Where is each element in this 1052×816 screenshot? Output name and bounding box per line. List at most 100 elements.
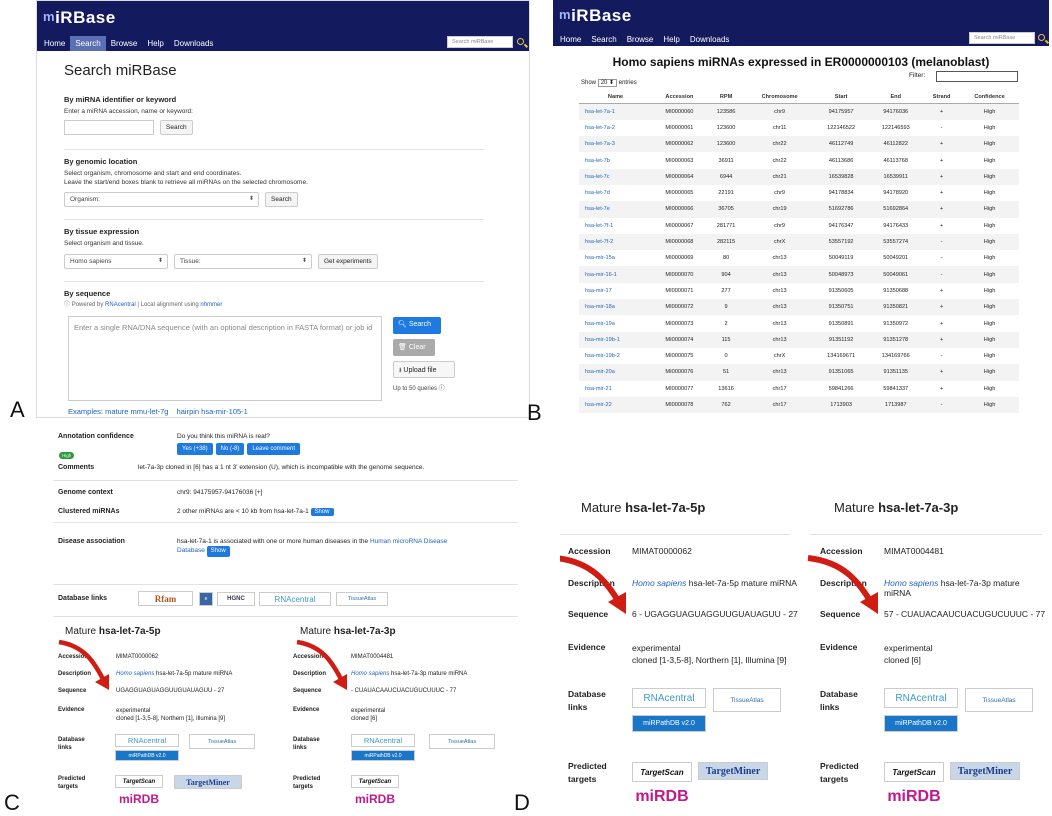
column-header[interactable]: Chromosome bbox=[745, 91, 814, 104]
nav-help[interactable]: Help bbox=[147, 39, 164, 48]
rnacentral-logo[interactable]: RNAcentral bbox=[115, 734, 179, 747]
targetscan-logo[interactable]: TargetScan bbox=[884, 762, 944, 782]
targetminer-logo[interactable]: TargetMiner bbox=[698, 762, 768, 780]
ensembl-icon[interactable]: e bbox=[199, 592, 213, 606]
mirpathdb-logo[interactable]: miRPathDB v2.0 bbox=[115, 750, 179, 761]
nav-downloads[interactable]: Downloads bbox=[173, 39, 214, 48]
mirna-name-link[interactable]: hsa-let-7f-1 bbox=[585, 222, 614, 229]
column-header[interactable]: RPM bbox=[706, 91, 746, 104]
example-link-2[interactable]: hairpin hsa-mir-105-1 bbox=[176, 407, 248, 416]
targetminer-logo[interactable]: TargetMiner bbox=[950, 762, 1020, 780]
column-header[interactable]: Strand bbox=[923, 91, 961, 104]
accession-link[interactable]: MIMAT0000062 bbox=[632, 546, 692, 556]
targetminer-logo[interactable]: TargetMiner bbox=[174, 775, 242, 789]
upload-file-button[interactable]: ⭳ Upload file bbox=[393, 361, 455, 378]
mirna-name-link[interactable]: hsa-let-7c bbox=[579, 168, 653, 185]
tissueatlas-logo[interactable]: TissueAtlas bbox=[189, 734, 255, 749]
mirna-name-link[interactable]: hsa-mir-20a bbox=[579, 364, 653, 381]
column-header[interactable]: Start bbox=[813, 91, 869, 104]
column-header[interactable]: Name bbox=[579, 91, 653, 104]
mirna-name-link[interactable]: hsa-mir-19b-1 bbox=[579, 331, 653, 348]
tissueatlas-logo[interactable]: TissueAtlas bbox=[713, 688, 781, 712]
filter-input[interactable] bbox=[936, 71, 1018, 82]
mirpathdb-logo[interactable]: miRPathDB v2.0 bbox=[632, 715, 706, 732]
column-header[interactable]: Accession bbox=[652, 91, 707, 104]
mirna-name-link[interactable]: hsa-let-7a-2 bbox=[585, 124, 615, 131]
genomic-search-button[interactable]: Search bbox=[265, 192, 298, 207]
tissueatlas-logo[interactable]: TissueAtlas bbox=[965, 688, 1033, 712]
targetscan-logo[interactable]: TargetScan bbox=[351, 775, 399, 788]
mirna-name-link[interactable]: hsa-let-7f-2 bbox=[579, 233, 653, 251]
mirbase-logo[interactable]: miRBase bbox=[43, 8, 116, 27]
sequence-textarea[interactable]: Enter a single RNA/DNA sequence (with an… bbox=[68, 316, 382, 401]
nav-home[interactable]: Home bbox=[560, 35, 582, 44]
rnacentral-logo[interactable]: RNAcentral bbox=[259, 592, 331, 606]
accession-link[interactable]: MIMAT0004481 bbox=[351, 654, 394, 660]
nav-search-input[interactable]: Search miRBase bbox=[447, 36, 513, 48]
nav-search[interactable]: Search bbox=[591, 35, 617, 44]
nav-browse[interactable]: Browse bbox=[110, 39, 138, 48]
clustered-show-button[interactable]: Show bbox=[310, 508, 334, 516]
mirna-name-link[interactable]: hsa-let-7a-1 bbox=[579, 103, 653, 120]
tissueatlas-logo[interactable]: TissueAtlas bbox=[429, 734, 495, 749]
tissue-select[interactable]: Tissue: bbox=[174, 254, 312, 269]
get-experiments-button[interactable]: Get experiments bbox=[318, 254, 378, 269]
rfam-logo[interactable]: Rfam bbox=[138, 591, 193, 606]
identifier-input[interactable] bbox=[64, 120, 154, 135]
identifier-search-button[interactable]: Search bbox=[160, 120, 193, 135]
nav-search-input[interactable]: Search miRBase bbox=[969, 32, 1035, 44]
nav-browse[interactable]: Browse bbox=[626, 35, 654, 44]
disease-show-button[interactable]: Show bbox=[206, 546, 230, 557]
mirpathdb-logo[interactable]: miRPathDB v2.0 bbox=[884, 715, 958, 732]
tissue-organism-select[interactable]: Homo sapiens bbox=[64, 254, 168, 269]
leave-comment-button[interactable]: Leave comment bbox=[247, 443, 301, 455]
clear-button[interactable]: 🗑︎ Clear bbox=[393, 339, 435, 356]
column-header[interactable]: Confidence bbox=[960, 91, 1019, 104]
mirna-name-link[interactable]: hsa-let-7e bbox=[579, 201, 653, 218]
rnacentral-logo[interactable]: RNAcentral bbox=[884, 688, 958, 708]
hgnc-logo[interactable]: HGNC bbox=[217, 592, 255, 606]
accession-link[interactable]: MIMAT0000062 bbox=[116, 654, 159, 660]
mirna-name-link[interactable]: hsa-mir-16-1 bbox=[579, 266, 653, 283]
nav-search[interactable]: Search bbox=[70, 36, 106, 51]
entries-select[interactable]: 20 ⬍ bbox=[597, 79, 618, 87]
nhmmer-link[interactable]: nhmmer bbox=[200, 302, 223, 308]
targetscan-logo[interactable]: TargetScan bbox=[115, 775, 163, 788]
sequence-search-button[interactable]: 🔍︎ Search bbox=[393, 317, 441, 334]
mirdb-logo[interactable]: miRDB bbox=[632, 786, 692, 808]
accession-link[interactable]: MIMAT0004481 bbox=[884, 546, 944, 556]
mirna-name-link[interactable]: hsa-let-7b bbox=[585, 157, 610, 164]
rnacentral-logo[interactable]: RNAcentral bbox=[632, 688, 706, 708]
mirdb-logo[interactable]: miRDB bbox=[352, 790, 398, 807]
search-icon[interactable] bbox=[517, 38, 524, 45]
nav-home[interactable]: Home bbox=[44, 39, 66, 48]
tissueatlas-logo[interactable]: TissueAtlas bbox=[336, 592, 388, 606]
nav-downloads[interactable]: Downloads bbox=[689, 35, 730, 44]
divider bbox=[810, 534, 1042, 535]
vote-yes-button[interactable]: Yes (+38) bbox=[177, 443, 213, 455]
mirna-name-link[interactable]: hsa-let-7d bbox=[585, 190, 610, 197]
mirbase-logo[interactable]: miRBase bbox=[559, 6, 632, 25]
mirna-name-link[interactable]: hsa-mir-21 bbox=[585, 385, 612, 392]
search-icon[interactable] bbox=[1038, 34, 1045, 41]
hmdd-link-2[interactable]: Database bbox=[177, 547, 205, 554]
vote-no-button[interactable]: No (-8) bbox=[215, 443, 245, 455]
example-link-1[interactable]: mature mmu-let-7g bbox=[105, 407, 169, 416]
nav-help[interactable]: Help bbox=[663, 35, 680, 44]
mirpathdb-logo[interactable]: miRPathDB v2.0 bbox=[351, 750, 415, 761]
mirna-name-link[interactable]: hsa-mir-15a bbox=[585, 255, 615, 262]
mirna-name-link[interactable]: hsa-mir-19b-2 bbox=[585, 353, 620, 360]
targetscan-logo[interactable]: TargetScan bbox=[632, 762, 692, 782]
mirna-name-link[interactable]: hsa-mir-17 bbox=[585, 287, 612, 294]
mirna-name-link[interactable]: hsa-mir-19a bbox=[585, 320, 615, 327]
rnacentral-link[interactable]: RNAcentral bbox=[105, 302, 136, 308]
mirdb-logo[interactable]: miRDB bbox=[884, 786, 944, 808]
hmdd-link[interactable]: Human microRNA Disease bbox=[369, 538, 448, 545]
mirna-name-link[interactable]: hsa-mir-22 bbox=[579, 396, 653, 414]
rnacentral-logo[interactable]: RNAcentral bbox=[351, 734, 415, 747]
mirna-name-link[interactable]: hsa-let-7a-3 bbox=[579, 136, 653, 153]
mirna-name-link[interactable]: hsa-mir-18a bbox=[579, 299, 653, 316]
mirdb-logo[interactable]: miRDB bbox=[116, 790, 162, 807]
column-header[interactable]: End bbox=[868, 91, 924, 104]
organism-select[interactable]: Organism: bbox=[64, 192, 259, 207]
